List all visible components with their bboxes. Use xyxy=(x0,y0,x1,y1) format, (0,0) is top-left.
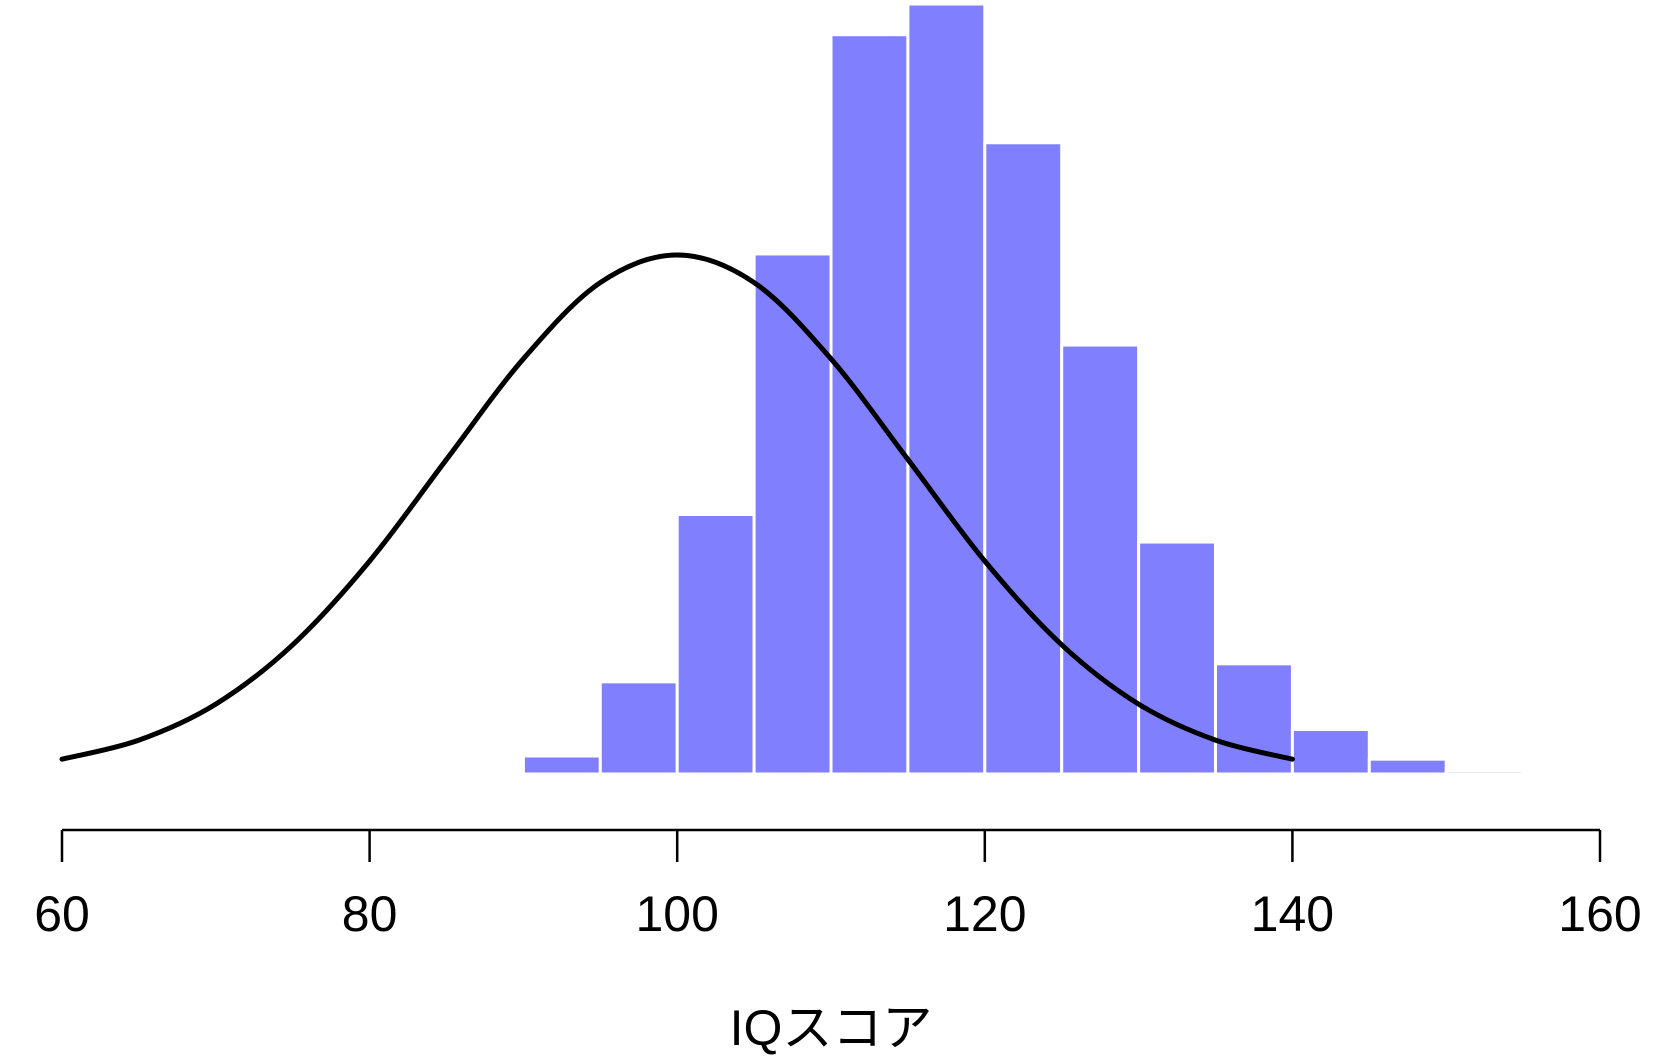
x-tick-label: 120 xyxy=(943,886,1026,942)
bar xyxy=(675,513,756,776)
x-tick-label: 160 xyxy=(1558,886,1641,942)
bar xyxy=(1137,540,1217,776)
bar xyxy=(598,680,679,776)
bar xyxy=(752,252,833,776)
bar xyxy=(1290,728,1371,776)
x-tick-label: 60 xyxy=(34,886,90,942)
x-axis-label: IQスコア xyxy=(730,1000,933,1056)
x-tick-label: 140 xyxy=(1251,886,1334,942)
bar xyxy=(521,754,602,776)
bar xyxy=(983,141,1064,776)
bar xyxy=(1444,769,1525,776)
x-tick-label: 80 xyxy=(342,886,398,942)
x-tick-label: 100 xyxy=(635,886,718,942)
bar xyxy=(1060,343,1141,776)
bar xyxy=(1367,757,1448,776)
bar xyxy=(906,2,987,776)
bar xyxy=(1214,662,1294,776)
density-curve xyxy=(59,252,1295,762)
